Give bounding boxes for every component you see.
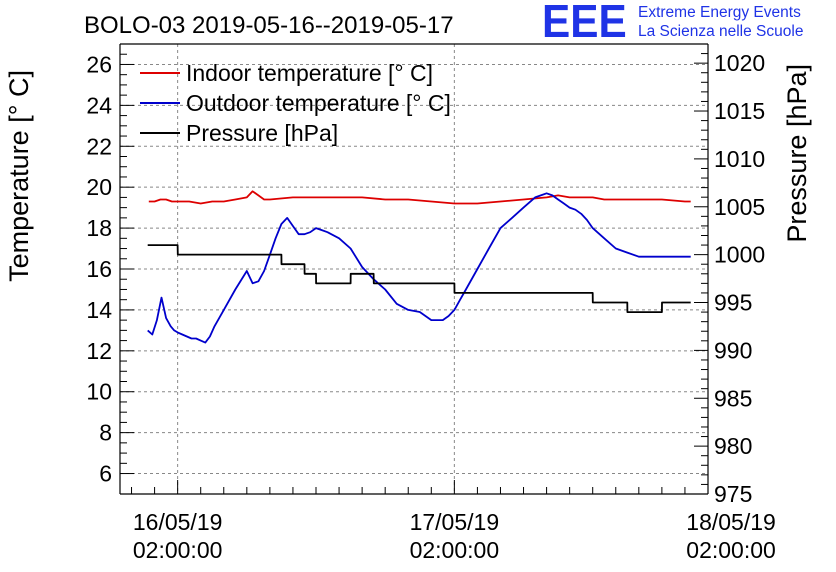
series-layer (147, 190, 691, 344)
series-line-1 (148, 190, 691, 205)
logo-line-1: Extreme Energy Events (638, 4, 801, 21)
axes-layer: 6 8 10 12 14 16 18 20 22 24 26 975 980 985 990 995 1000 1… (86, 43, 776, 563)
chart-title: BOLO-03 2019-05-16--2019-05-17 (84, 12, 454, 39)
x-tick-label-time: 02:00:00 (133, 537, 223, 563)
y-tick-label: 14 (86, 297, 112, 323)
series-line-3 (147, 244, 691, 313)
legend: Indoor temperature [° C] Outdoor temperat… (140, 60, 451, 146)
y2-tick-label: 975 (714, 481, 752, 507)
y2-axis-label: Pressure [hPa] (782, 64, 812, 243)
y-tick-label: 16 (86, 256, 112, 282)
legend-label-3: Pressure [hPa] (186, 120, 338, 146)
y2-tick-label: 1020 (714, 50, 765, 76)
y-tick-label: 12 (86, 338, 112, 364)
y-axis-label: Temperature [° C] (4, 70, 34, 282)
grid-layer (120, 44, 708, 494)
y2-tick-label: 980 (714, 433, 752, 459)
y-tick-label: 10 (86, 379, 112, 405)
y2-tick-label: 1005 (714, 194, 765, 220)
x-tick-label-time: 02:00:00 (410, 537, 500, 563)
y-tick-label: 20 (86, 174, 112, 200)
y-tick-label: 22 (86, 133, 112, 159)
legend-label-2: Outdoor temperature [° C] (186, 90, 451, 116)
eee-logo: EEE Extreme Energy Events La Scienza nel… (542, 0, 836, 47)
x-tick-label-date: 18/05/19 (686, 509, 776, 535)
y-tick-label: 18 (86, 215, 112, 241)
series-line-2 (147, 192, 691, 344)
y-tick-label: 6 (99, 461, 112, 487)
y2-tick-label: 995 (714, 290, 752, 316)
y2-tick-label: 1010 (714, 146, 765, 172)
x-tick-label-time: 02:00:00 (686, 537, 776, 563)
x-tick-label-date: 17/05/19 (410, 509, 500, 535)
y2-tick-label: 1000 (714, 242, 765, 268)
legend-label-1: Indoor temperature [° C] (186, 60, 433, 86)
logo-line-2: La Scienza nelle Scuole (638, 23, 804, 40)
y-tick-label: 26 (86, 51, 112, 77)
eee-logo-letters: EEE (542, 0, 627, 47)
y2-tick-label: 990 (714, 337, 752, 363)
y2-tick-label: 1015 (714, 98, 765, 124)
y-tick-label: 24 (86, 92, 112, 118)
y2-tick-label: 985 (714, 385, 752, 411)
x-tick-label-date: 16/05/19 (133, 509, 223, 535)
y-tick-label: 8 (99, 420, 112, 446)
